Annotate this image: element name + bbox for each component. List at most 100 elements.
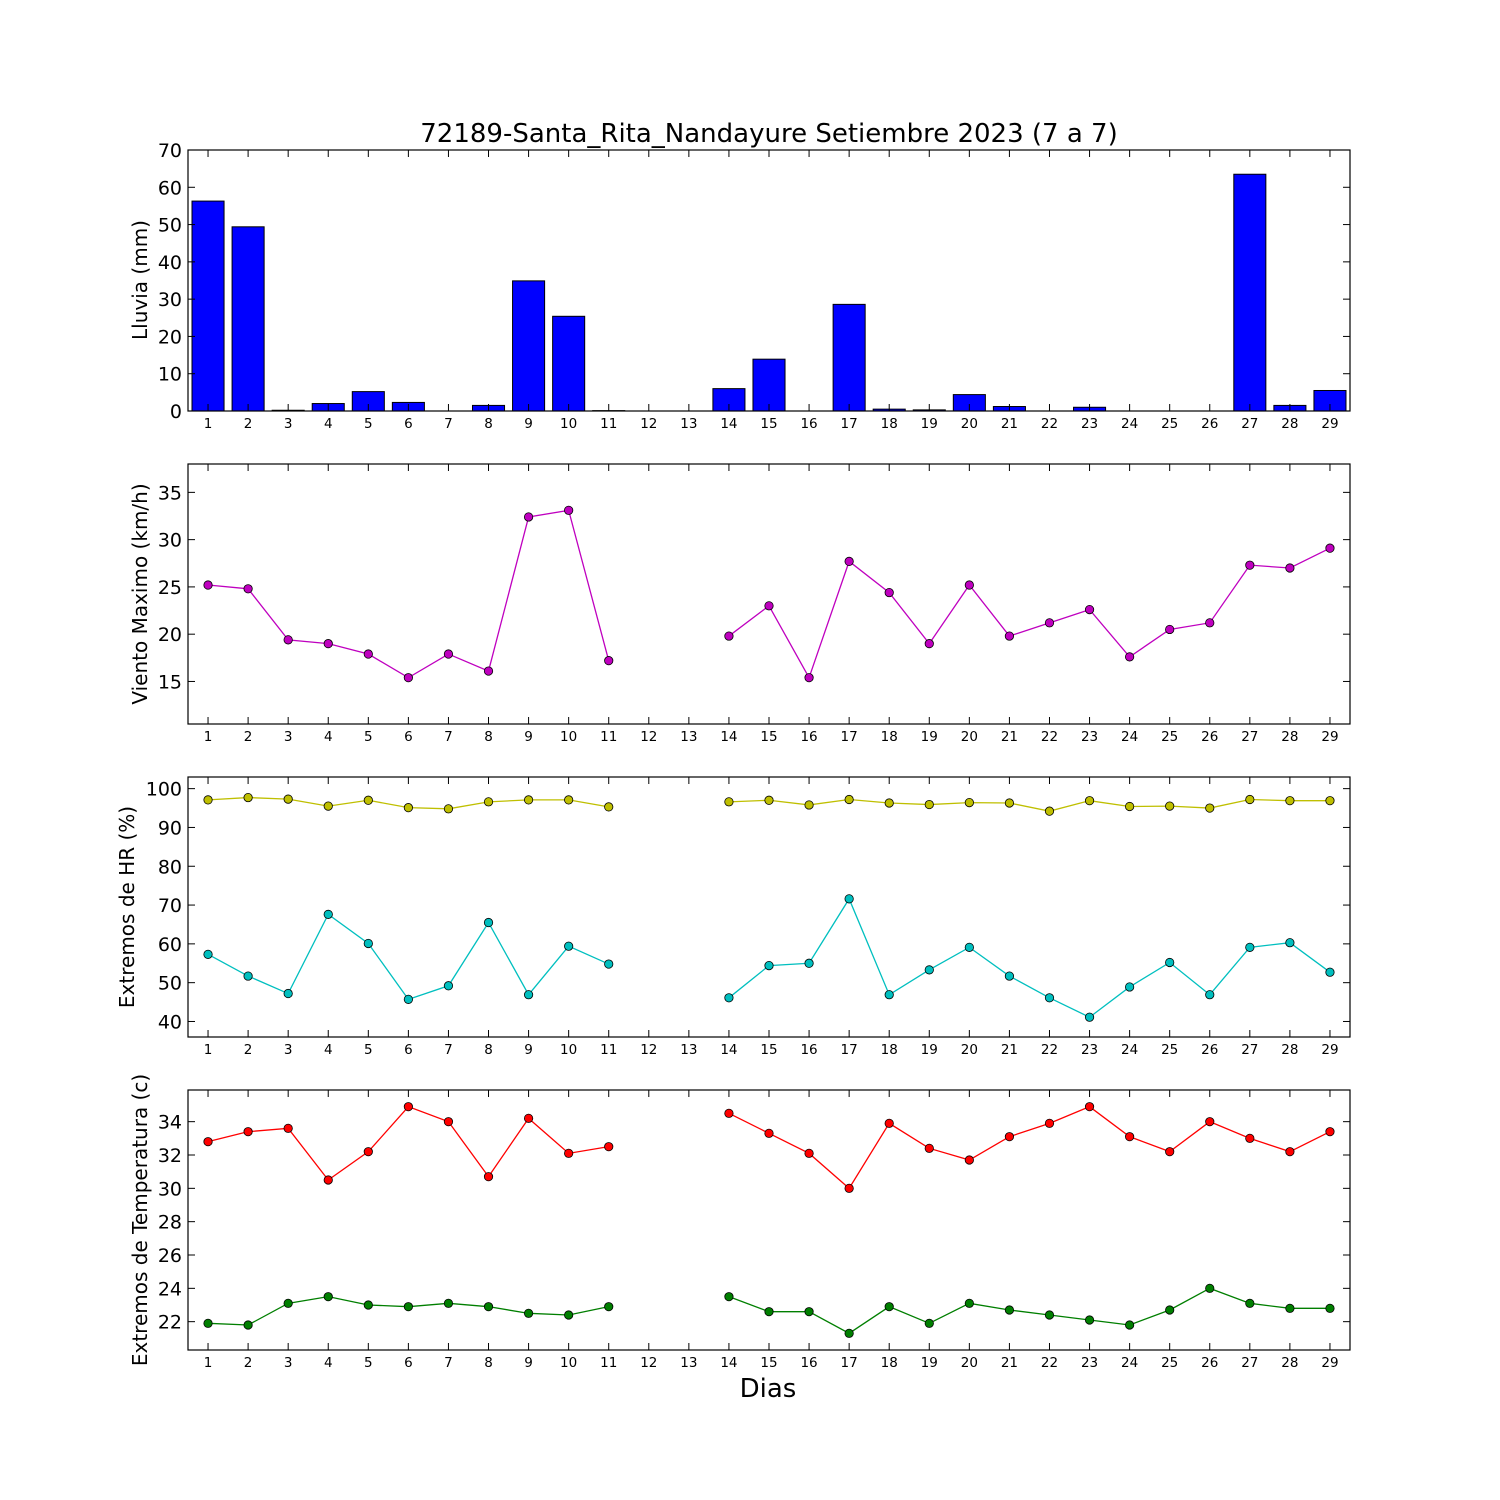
temperature-series-1-point-21 xyxy=(1004,1305,1015,1315)
humidity-series-0-point-3 xyxy=(283,794,293,804)
humidity-xtick-label: 16 xyxy=(800,1042,817,1058)
rain-xtick-label: 10 xyxy=(560,416,577,432)
rain-xtick-label: 26 xyxy=(1201,416,1218,432)
humidity-xtick-label: 1 xyxy=(204,1042,213,1058)
wind-series-0-line xyxy=(728,547,1331,680)
humidity-series-1-point-17 xyxy=(844,894,854,904)
humidity-xtick-label: 5 xyxy=(364,1042,373,1058)
temperature-series-1-point-23 xyxy=(1084,1315,1095,1325)
wind-series-0-point-23 xyxy=(1084,604,1095,615)
humidity-series-0-point-17 xyxy=(844,794,854,805)
humidity-series-0-point-21 xyxy=(1004,798,1015,808)
wind-xtick-label: 25 xyxy=(1161,729,1178,745)
rain-xtick-label: 28 xyxy=(1281,416,1298,432)
wind-xtick-label: 7 xyxy=(444,729,453,745)
temperature-xtick-label: 5 xyxy=(364,1355,373,1371)
temperature-series-0-point-14 xyxy=(724,1108,734,1118)
temperature-series-1-point-22 xyxy=(1044,1310,1055,1320)
temperature-series-0-point-4 xyxy=(323,1175,333,1185)
temperature-series-1-point-26 xyxy=(1205,1283,1215,1293)
humidity-series-1-point-8 xyxy=(483,917,494,928)
wind-xtick-label: 17 xyxy=(841,729,858,745)
humidity-series-0-point-6 xyxy=(403,803,413,813)
temperature-series-1-point-14 xyxy=(724,1292,734,1302)
temperature-series-1-point-6 xyxy=(403,1302,413,1312)
temperature-xtick-label: 7 xyxy=(444,1355,453,1371)
humidity-series-0-point-9 xyxy=(523,795,534,805)
temperature-xtick-label: 22 xyxy=(1041,1355,1058,1371)
humidity-series-0-point-22 xyxy=(1044,806,1055,816)
humidity-series-0-point-29 xyxy=(1325,796,1335,806)
wind-series-0-point-7 xyxy=(443,649,454,659)
wind-xtick-label: 10 xyxy=(560,729,577,745)
humidity-xtick-label: 3 xyxy=(284,1042,293,1058)
humidity-series-1-point-24 xyxy=(1125,982,1135,992)
wind-xtick-label: 21 xyxy=(1001,729,1018,745)
wind-xtick-label: 2 xyxy=(244,729,253,745)
rain-xtick-label: 27 xyxy=(1241,416,1258,432)
temperature-series-0-point-7 xyxy=(443,1117,454,1127)
temperature-xtick-label: 27 xyxy=(1241,1355,1258,1371)
wind-series-0-point-20 xyxy=(964,580,974,590)
rain-xtick-label: 25 xyxy=(1161,416,1178,432)
humidity-series-1-point-27 xyxy=(1245,942,1255,952)
humidity-series-1-point-25 xyxy=(1165,957,1175,968)
humidity-ytick-label: 70 xyxy=(158,895,182,917)
humidity-xtick-label: 26 xyxy=(1201,1042,1218,1058)
wind-series-0-point-6 xyxy=(403,673,413,683)
temperature-series-1-point-10 xyxy=(564,1310,574,1320)
temperature-xtick-label: 15 xyxy=(760,1355,777,1371)
wind-series-0-point-27 xyxy=(1245,560,1255,570)
humidity-series-1-point-29 xyxy=(1325,967,1335,977)
humidity-ytick-label: 40 xyxy=(158,1011,182,1033)
humidity-series-1-point-22 xyxy=(1044,993,1055,1003)
humidity-xtick-label: 27 xyxy=(1241,1042,1258,1058)
rain-ytick-label: 60 xyxy=(158,177,182,199)
humidity-series-1-point-10 xyxy=(564,941,574,951)
humidity-series-1-point-26 xyxy=(1205,990,1215,1000)
humidity-series-1-point-4 xyxy=(323,909,333,919)
rain-xtick-label: 14 xyxy=(720,416,737,432)
temperature-xtick-label: 19 xyxy=(921,1355,938,1371)
temperature-ytick-label: 32 xyxy=(158,1145,182,1167)
humidity-series-0-point-1 xyxy=(203,795,213,805)
humidity-xtick-label: 12 xyxy=(640,1042,657,1058)
rain-ytick-label: 20 xyxy=(158,326,182,348)
temperature-series-0-point-3 xyxy=(283,1123,293,1133)
temperature-xtick-label: 10 xyxy=(560,1355,577,1371)
temperature-xtick-label: 28 xyxy=(1281,1355,1298,1371)
humidity-series-0-point-28 xyxy=(1285,796,1295,806)
wind-series-0-point-9 xyxy=(523,512,534,522)
humidity-y-axis-label: Extremos de HR (%) xyxy=(115,806,139,1008)
temperature-series-1-point-2 xyxy=(243,1320,253,1330)
temperature-series-1-point-17 xyxy=(844,1328,854,1338)
rain-ytick-label: 10 xyxy=(158,364,182,386)
wind-xtick-label: 18 xyxy=(881,729,898,745)
temperature-series-0-point-22 xyxy=(1044,1118,1055,1128)
temperature-series-1-point-9 xyxy=(523,1308,534,1318)
wind-xtick-label: 13 xyxy=(680,729,697,745)
wind-xtick-label: 22 xyxy=(1041,729,1058,745)
rain-xtick-label: 5 xyxy=(364,416,373,432)
temperature-series-0-point-1 xyxy=(203,1137,213,1147)
wind-xtick-label: 9 xyxy=(524,729,533,745)
wind-xtick-label: 27 xyxy=(1241,729,1258,745)
rain-xtick-label: 6 xyxy=(404,416,413,432)
temperature-series xyxy=(203,1102,1335,1338)
wind-series-0-point-15 xyxy=(764,601,774,611)
wind-ytick-label: 30 xyxy=(158,530,182,552)
temperature-y-axis-label: Extremos de Temperatura (c) xyxy=(128,1074,152,1366)
humidity-series-0-point-16 xyxy=(804,800,814,810)
temperature-series-0-point-17 xyxy=(844,1183,854,1193)
wind-series-0-point-1 xyxy=(203,580,213,590)
temperature-series-0-point-29 xyxy=(1325,1127,1335,1137)
wind-xtick-label: 12 xyxy=(640,729,657,745)
humidity-xtick-label: 17 xyxy=(841,1042,858,1058)
humidity-series-1-point-14 xyxy=(724,993,734,1003)
temperature-series-1-point-18 xyxy=(884,1302,894,1312)
humidity-series-0-point-11 xyxy=(604,802,614,812)
humidity-xtick-label: 6 xyxy=(404,1042,413,1058)
rain-xtick-label: 4 xyxy=(324,416,333,432)
